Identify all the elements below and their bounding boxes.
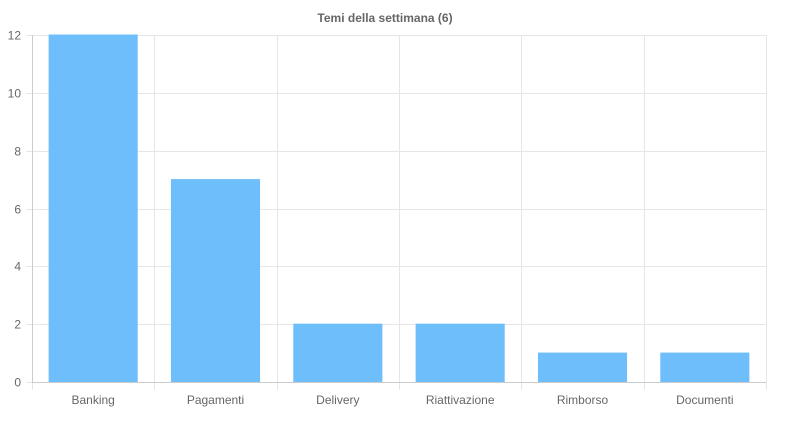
chart-title: Temi della settimana (6) [317,11,452,25]
y-tick-label: 10 [8,87,22,101]
bar-documenti[interactable] [660,352,750,383]
x-tick-label: Documenti [676,393,733,407]
x-tick-label: Pagamenti [187,393,244,407]
bars [48,34,750,383]
y-tick-label: 2 [14,318,21,332]
y-tick-label: 12 [8,29,22,43]
axes [32,35,766,383]
bar-rimborso[interactable] [537,352,628,383]
bar-pagamenti[interactable] [170,179,261,383]
bar-banking[interactable] [48,34,138,383]
y-tick-label: 6 [14,203,21,217]
y-tick-label: 8 [14,145,21,159]
x-tick-label: Banking [71,393,114,407]
y-tick-label: 4 [14,260,21,274]
bar-riattivazione[interactable] [415,323,505,383]
x-tick-label: Riattivazione [426,393,495,407]
x-tick-label: Rimborso [557,393,609,407]
x-tick-label: Delivery [316,393,359,407]
y-tick-label: 0 [14,376,21,390]
bar-delivery[interactable] [293,323,383,383]
y-tick-labels: 0 2 4 6 8 10 12 [8,29,22,390]
x-tick-labels: Banking Pagamenti Delivery Riattivazione Rim… [71,393,733,407]
